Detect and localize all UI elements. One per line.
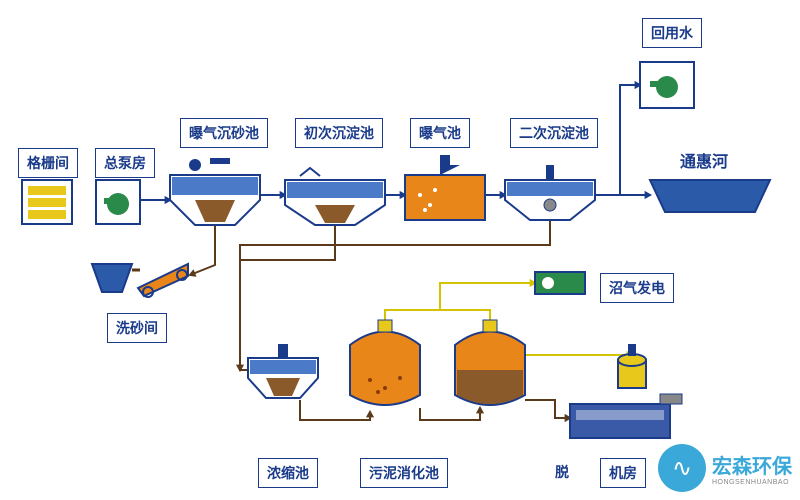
river-icon xyxy=(650,180,770,212)
watermark-brand: 宏森环保 xyxy=(712,450,792,479)
label-aeration-tank: 曝气池 xyxy=(410,118,470,148)
sand-wash-icon xyxy=(92,264,188,297)
digester-2-icon xyxy=(455,320,525,405)
watermark-sub: HONGSENHUANBAO xyxy=(712,479,792,486)
label-machine-room: 机房 xyxy=(600,458,646,488)
primary-sed-icon xyxy=(285,168,385,225)
diagram-canvas xyxy=(0,0,800,500)
label-biogas-power: 沼气发电 xyxy=(600,273,674,303)
aerated-grit-icon xyxy=(170,158,260,225)
label-reuse-water: 回用水 xyxy=(642,18,702,48)
pump-house-icon xyxy=(96,180,140,224)
watermark-icon: ∿ xyxy=(658,444,706,492)
reuse-water-icon xyxy=(640,62,694,108)
label-primary-sed: 初次沉淀池 xyxy=(295,118,383,148)
label-river: 通惠河 xyxy=(680,148,728,172)
label-aerated-grit: 曝气沉砂池 xyxy=(180,118,268,148)
digester-1-icon xyxy=(350,320,420,405)
thickener-icon xyxy=(248,344,318,398)
aeration-tank-icon xyxy=(405,155,485,220)
dewater-machine-icon xyxy=(570,394,682,438)
label-screen-room: 格栅间 xyxy=(18,148,78,178)
label-secondary-sed: 二次沉淀池 xyxy=(510,118,598,148)
watermark: ∿ 宏森环保 HONGSENHUANBAO xyxy=(658,444,792,492)
label-sand-wash: 洗砂间 xyxy=(107,313,167,343)
biogas-gen-icon xyxy=(535,272,585,294)
screen-room-icon xyxy=(22,180,72,224)
label-sludge-digest: 污泥消化池 xyxy=(360,458,448,488)
secondary-sed-icon xyxy=(505,165,595,220)
gas-holder-icon xyxy=(618,344,646,388)
label-dewater-prefix: 脱 xyxy=(555,462,569,482)
label-thickener: 浓缩池 xyxy=(258,458,318,488)
label-pump-house: 总泵房 xyxy=(95,148,155,178)
